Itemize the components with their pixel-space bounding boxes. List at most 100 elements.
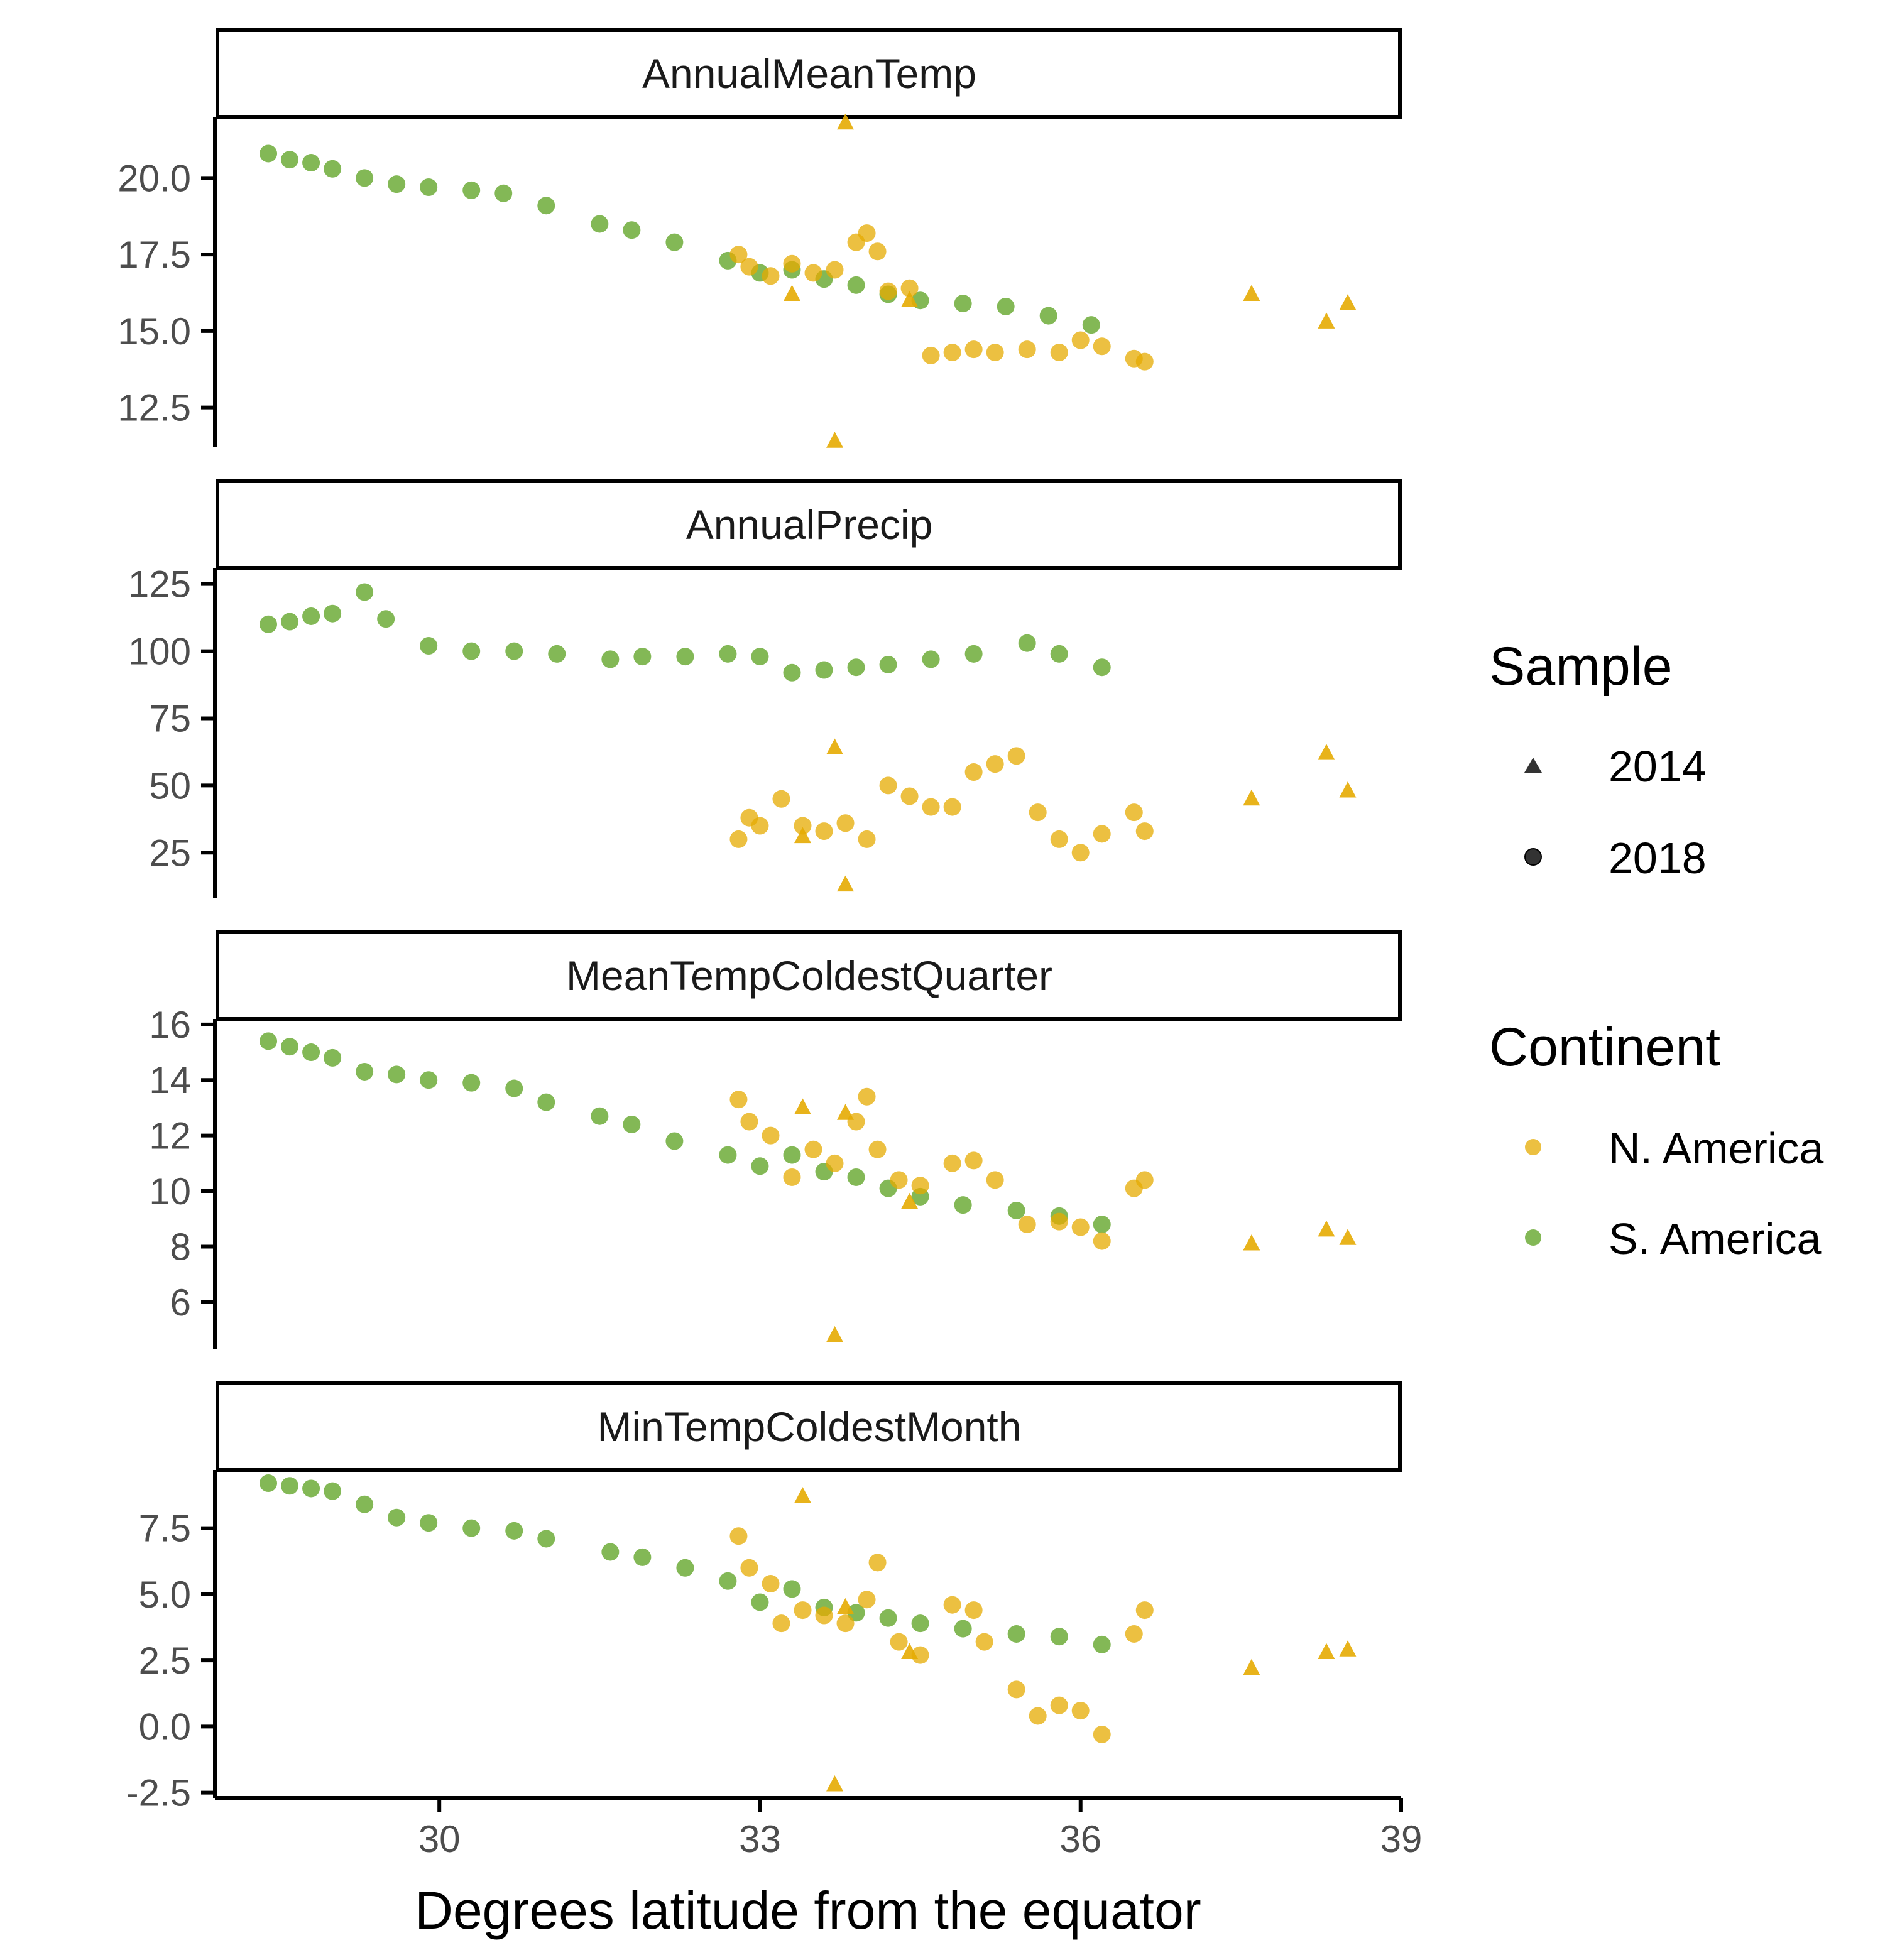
point-2018-n-america xyxy=(858,830,876,848)
point-2018-n-america xyxy=(1093,825,1111,843)
point-2014-n-america xyxy=(826,738,844,755)
y-tick-label: 100 xyxy=(128,631,191,673)
legend-2018-circle xyxy=(1524,848,1542,866)
point-2014-n-america xyxy=(901,1643,919,1659)
point-2014-n-america xyxy=(837,875,855,892)
y-tick-label: 0.0 xyxy=(139,1706,191,1748)
point-2014-n-america xyxy=(1318,1220,1335,1237)
point-2018-n-america xyxy=(826,1154,844,1172)
point-2018-n-america xyxy=(804,264,822,282)
point-2018-n-america xyxy=(740,1113,758,1131)
point-2014-n-america xyxy=(794,1098,811,1114)
facet-strip-label: AnnualPrecip xyxy=(686,501,933,548)
point-2018-s-america xyxy=(356,1495,374,1513)
y-tick-label: 6 xyxy=(170,1282,191,1324)
y-tick-label: 20.0 xyxy=(117,157,191,199)
point-2018-n-america xyxy=(986,755,1004,773)
point-2018-n-america xyxy=(911,1646,929,1664)
point-2018-n-america xyxy=(1018,1216,1036,1234)
point-2018-s-america xyxy=(324,604,342,623)
point-2018-s-america xyxy=(1093,658,1111,677)
point-2018-n-america xyxy=(922,346,940,364)
y-tick-label: 12.5 xyxy=(117,387,191,429)
legend-samerica-label: S. America xyxy=(1609,1214,1822,1263)
y-tick-label: 10 xyxy=(149,1170,191,1212)
point-2018-s-america xyxy=(751,1593,769,1611)
legend-2018-label: 2018 xyxy=(1609,834,1707,883)
y-tick-label: 125 xyxy=(128,564,191,606)
y-tick-label: -2.5 xyxy=(126,1772,191,1814)
point-2018-n-america xyxy=(1135,822,1154,841)
point-2018-n-america xyxy=(794,817,812,835)
point-2018-n-america xyxy=(890,1171,908,1189)
point-2018-s-america xyxy=(1093,1635,1111,1653)
point-2018-n-america xyxy=(826,261,844,279)
point-2018-s-america xyxy=(1093,1216,1111,1234)
point-2018-n-america xyxy=(762,1575,780,1593)
point-2018-n-america xyxy=(815,822,833,841)
point-2018-s-america xyxy=(260,1032,278,1050)
point-2018-n-america xyxy=(943,1154,961,1172)
point-2018-s-america xyxy=(601,650,620,668)
point-2018-s-america xyxy=(954,1620,972,1638)
point-2018-s-america xyxy=(494,184,513,202)
point-2018-n-america xyxy=(868,1554,887,1572)
facet-panel-1: AnnualMeanTemp 12.5 15.0 17.5 20.0 xyxy=(117,28,1402,448)
point-2018-n-america xyxy=(911,1177,929,1195)
point-2018-s-america xyxy=(324,160,342,178)
point-2018-n-america xyxy=(729,1527,748,1545)
point-2014-n-america xyxy=(1243,285,1260,301)
point-2018-s-america xyxy=(847,1168,865,1186)
point-2018-n-america xyxy=(1029,803,1047,822)
facet-strip xyxy=(216,28,1402,119)
point-2018-s-america xyxy=(388,1065,406,1084)
point-2018-s-america xyxy=(601,1543,620,1561)
point-2018-s-america xyxy=(356,583,374,601)
point-2018-s-america xyxy=(462,181,481,199)
point-2018-n-america xyxy=(986,1171,1004,1189)
point-2018-n-america xyxy=(740,1559,758,1577)
legend-sample-title: Sample xyxy=(1489,636,1673,697)
point-2018-s-america xyxy=(783,663,801,682)
point-2014-n-america xyxy=(794,1487,811,1503)
point-2018-n-america xyxy=(943,344,961,362)
point-2018-s-america xyxy=(281,1038,299,1056)
point-2018-n-america xyxy=(836,814,855,832)
point-2018-s-america xyxy=(751,648,769,666)
point-2014-n-america xyxy=(1339,1640,1357,1657)
point-2018-s-america xyxy=(548,645,566,663)
point-2018-s-america xyxy=(388,1508,406,1527)
data-points xyxy=(260,1474,1357,1792)
point-2018-n-america xyxy=(762,267,780,285)
point-2018-n-america xyxy=(1050,344,1068,362)
point-2018-s-america xyxy=(665,1132,684,1150)
point-2018-n-america xyxy=(1050,1696,1068,1714)
point-2018-s-america xyxy=(505,1079,523,1097)
point-2018-s-america xyxy=(420,1514,438,1532)
point-2018-n-america xyxy=(1029,1707,1047,1725)
point-2018-n-america xyxy=(1135,1601,1154,1620)
point-2018-n-america xyxy=(868,242,887,261)
facet-panel-2: AnnualPrecip 25 50 75 100 125 xyxy=(128,479,1402,898)
facet-panel-4: MinTempColdestMonth -2.5 0.0 2.5 5.0 7.5 xyxy=(126,1381,1402,1814)
point-2014-n-america xyxy=(1318,312,1335,329)
point-2018-n-america xyxy=(1007,747,1025,765)
point-2018-s-america xyxy=(302,607,320,625)
point-2018-s-america xyxy=(302,154,320,172)
y-tick-label: 50 xyxy=(149,765,191,807)
point-2018-n-america xyxy=(772,790,790,808)
point-2018-s-america xyxy=(281,151,299,169)
point-2018-s-america xyxy=(281,1477,299,1495)
point-2018-n-america xyxy=(783,254,801,273)
point-2018-s-america xyxy=(1007,1201,1025,1219)
point-2018-n-america xyxy=(879,282,897,300)
point-2018-n-america xyxy=(900,787,919,805)
point-2018-s-america xyxy=(302,1479,320,1498)
point-2018-s-america xyxy=(997,297,1015,315)
y-tick-label: 5.0 xyxy=(139,1574,191,1616)
point-2018-s-america xyxy=(260,615,278,633)
point-2018-s-america xyxy=(1050,1628,1068,1646)
point-2018-s-america xyxy=(954,295,972,313)
point-2018-n-america xyxy=(1071,1218,1090,1236)
